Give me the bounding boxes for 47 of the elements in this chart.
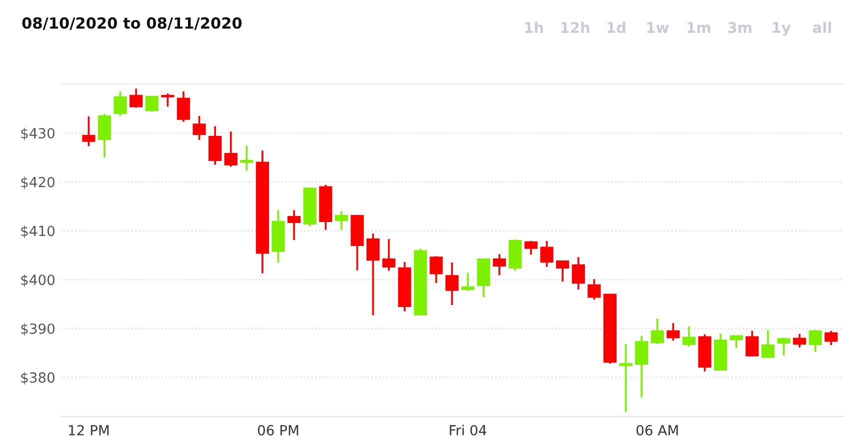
y-tick-label: $400 — [21, 274, 54, 287]
candlestick — [824, 330, 838, 346]
candlestick — [730, 334, 743, 349]
candlestick — [445, 262, 459, 306]
candlestick — [808, 329, 822, 353]
candlestick — [114, 90, 127, 117]
candlestick — [572, 256, 585, 290]
y-tick-label: $420 — [21, 176, 54, 190]
x-tick-label: Fri 04 — [450, 424, 486, 436]
candlestick — [208, 125, 222, 166]
candlestick — [492, 253, 506, 276]
candlestick — [130, 88, 143, 109]
candlestick — [792, 332, 806, 348]
candlestick — [145, 95, 158, 112]
y-tick-label: $380 — [21, 372, 54, 385]
candlestick — [556, 260, 570, 282]
candlestick — [82, 116, 96, 148]
candlestick — [746, 330, 759, 357]
candlestick — [540, 240, 554, 268]
y-tick-label: $410 — [21, 225, 54, 238]
candlestick — [366, 232, 380, 316]
candlestick — [635, 334, 648, 398]
x-tick-label: 06 AM — [636, 425, 678, 436]
candlestick — [777, 336, 790, 356]
y-tick-label: $390 — [21, 323, 54, 336]
candlestick — [192, 115, 206, 141]
candlestick — [240, 144, 254, 172]
candlestick — [588, 278, 601, 301]
candlestick — [761, 329, 775, 358]
candlestick — [176, 90, 190, 123]
candlestick — [382, 238, 396, 272]
chart-title: 08/10/2020 to 08/11/2020 — [22, 17, 242, 30]
candlestick — [666, 322, 680, 342]
candlestick — [461, 272, 474, 292]
y-tick-label: $430 — [21, 128, 54, 140]
x-tick-label: 06 PM — [258, 425, 298, 436]
candlestick — [524, 240, 538, 256]
candlestick — [650, 318, 664, 346]
x-tick-label: 12 PM — [69, 425, 109, 436]
candlestick — [161, 92, 174, 108]
candlestick — [224, 130, 238, 168]
candlestick — [98, 113, 112, 158]
candlestick — [430, 255, 443, 284]
candlestick — [619, 343, 632, 413]
candlestick — [682, 326, 696, 348]
candlestick — [334, 210, 348, 231]
candlestick — [288, 209, 301, 241]
